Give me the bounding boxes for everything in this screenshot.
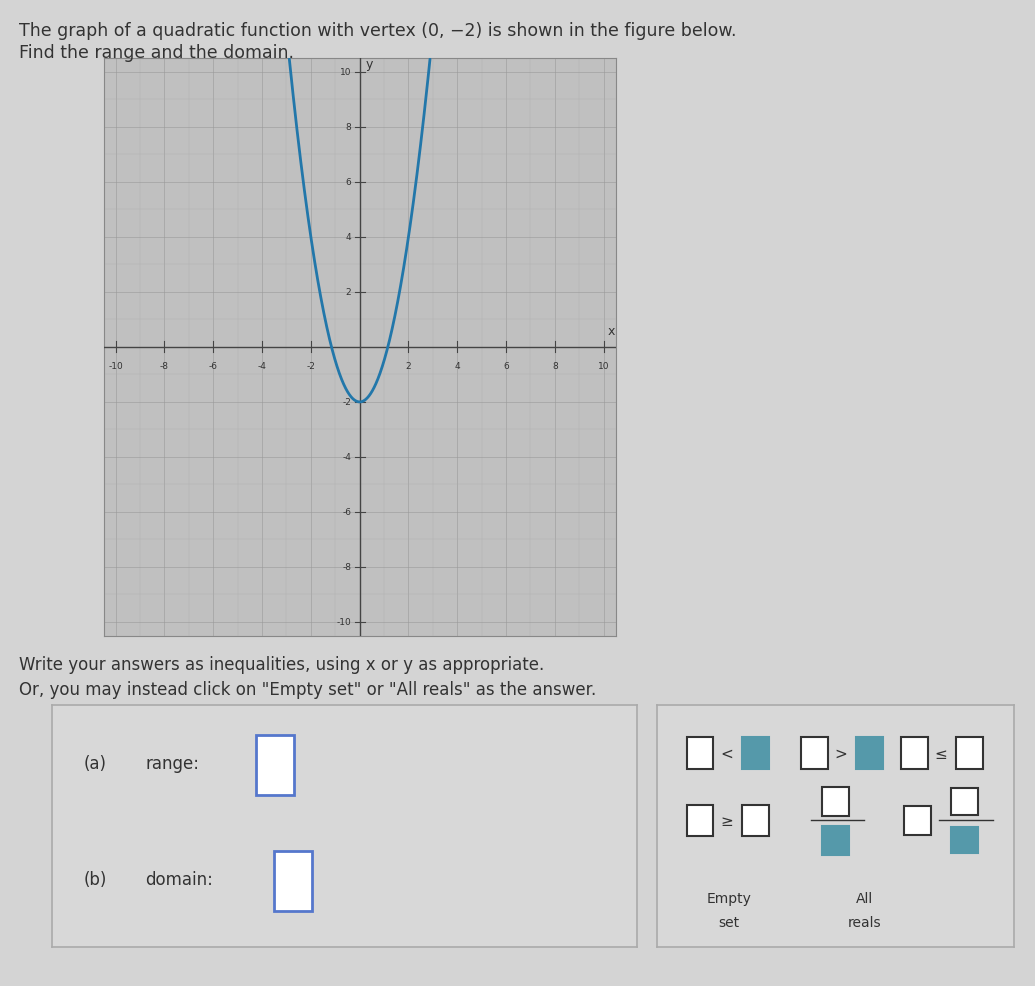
Text: -8: -8 [160,361,169,371]
Text: Empty: Empty [706,891,751,905]
Text: The graph of a quadratic function with vertex (0, −2) is shown in the figure bel: The graph of a quadratic function with v… [19,22,736,39]
Text: <: < [720,745,733,761]
FancyBboxPatch shape [951,789,978,814]
Text: Write your answers as inequalities, using x or y as appropriate.: Write your answers as inequalities, usin… [19,656,543,673]
Text: All: All [856,891,873,905]
FancyBboxPatch shape [905,807,932,835]
Text: set: set [718,915,739,930]
Text: 8: 8 [552,361,558,371]
Text: -8: -8 [343,563,351,572]
FancyBboxPatch shape [274,851,312,911]
Text: -6: -6 [343,508,351,517]
FancyBboxPatch shape [823,787,849,816]
Text: reals: reals [848,915,881,930]
Text: y: y [365,58,374,71]
Text: 2: 2 [406,361,411,371]
Text: 10: 10 [339,68,351,77]
Text: 8: 8 [346,123,351,132]
FancyBboxPatch shape [900,738,927,769]
FancyBboxPatch shape [742,738,769,769]
Text: 6: 6 [503,361,509,371]
Text: -2: -2 [343,398,351,407]
FancyBboxPatch shape [742,806,769,837]
Text: -10: -10 [336,618,351,627]
Text: x: x [608,325,615,338]
Text: domain:: domain: [145,870,213,888]
Text: -10: -10 [109,361,123,371]
Text: (b): (b) [84,870,108,888]
Text: ≥: ≥ [720,813,733,828]
Text: 10: 10 [598,361,610,371]
Text: -2: -2 [306,361,316,371]
Text: 2: 2 [346,288,351,297]
FancyBboxPatch shape [686,738,713,769]
Text: -4: -4 [258,361,267,371]
FancyBboxPatch shape [951,827,978,854]
FancyBboxPatch shape [956,738,983,769]
FancyBboxPatch shape [257,736,294,796]
Text: Find the range and the domain.: Find the range and the domain. [19,44,294,62]
FancyBboxPatch shape [856,738,883,769]
Text: -4: -4 [343,453,351,461]
Text: 6: 6 [346,178,351,187]
Text: ≤: ≤ [935,745,947,761]
FancyBboxPatch shape [823,826,849,855]
FancyBboxPatch shape [801,738,828,769]
FancyBboxPatch shape [686,806,713,837]
Text: Or, you may instead click on "Empty set" or "All reals" as the answer.: Or, you may instead click on "Empty set"… [19,680,596,698]
Text: 4: 4 [454,361,461,371]
Text: range:: range: [145,754,200,772]
Text: -6: -6 [209,361,217,371]
Text: 4: 4 [346,234,351,243]
Text: >: > [835,745,848,761]
Text: (a): (a) [84,754,107,772]
